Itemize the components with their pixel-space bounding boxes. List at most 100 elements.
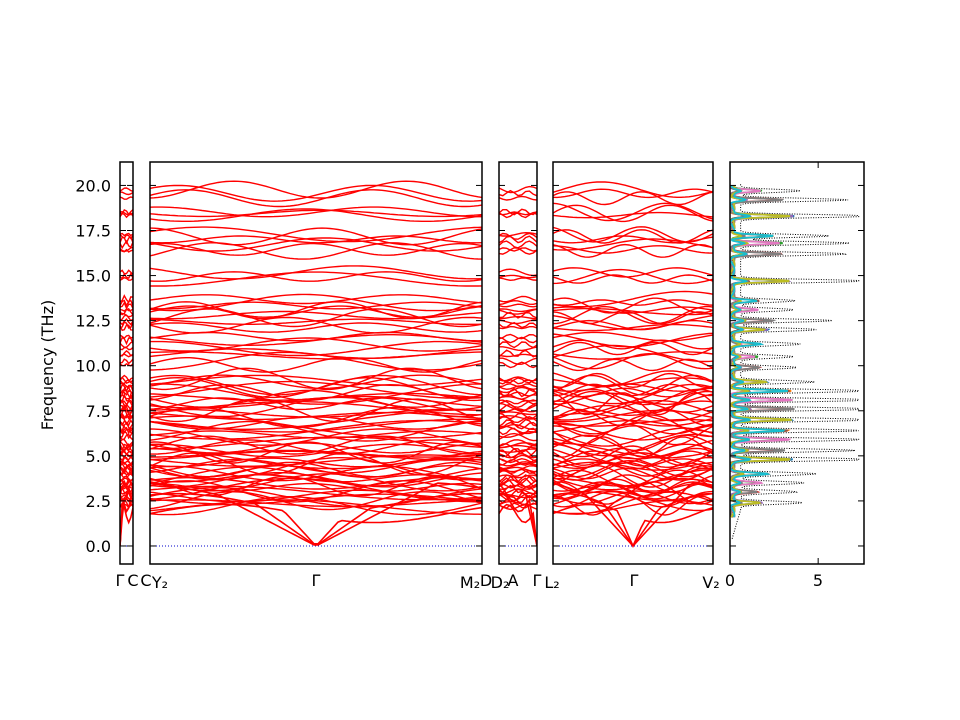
y-axis-label: Frequency (THz)	[38, 300, 57, 430]
band-lines	[553, 181, 713, 548]
label-gamma-1: Γ	[116, 571, 125, 590]
band-line	[499, 500, 537, 506]
label-y2: Y₂	[151, 573, 168, 592]
band-line	[499, 418, 537, 428]
band-line	[150, 356, 482, 373]
band-line	[150, 209, 482, 218]
band-line	[499, 439, 537, 447]
band-line	[150, 392, 482, 402]
band-line	[150, 476, 482, 490]
band-line	[553, 323, 713, 332]
label-c-1: C	[127, 571, 138, 590]
label-l2: L₂	[544, 573, 559, 592]
band-line	[120, 196, 133, 200]
band-line	[553, 392, 713, 406]
band-line	[150, 415, 482, 439]
label-c-2: C	[140, 571, 151, 590]
band-line	[499, 383, 537, 388]
band-line	[499, 295, 537, 303]
band-line	[553, 188, 713, 199]
label-m2: M₂	[460, 573, 480, 592]
band-line	[499, 308, 537, 315]
band-line	[120, 503, 133, 509]
band-line	[499, 315, 537, 320]
band-line	[150, 293, 482, 312]
band-line	[499, 399, 537, 405]
band-line	[150, 294, 482, 305]
y-tick-label: 17.5	[75, 222, 111, 241]
band-line	[499, 299, 537, 306]
band-line	[120, 349, 133, 357]
band-line	[553, 434, 713, 452]
dos-partial-line	[730, 184, 789, 518]
band-line	[499, 319, 537, 325]
band-line	[120, 383, 133, 394]
band-line	[553, 181, 713, 198]
band-line	[120, 318, 133, 326]
band-line	[553, 226, 713, 243]
band-line	[150, 443, 482, 458]
band-line	[553, 290, 713, 308]
band-line	[499, 268, 537, 277]
band-line	[553, 387, 713, 398]
band-line	[499, 341, 537, 349]
panel-frame	[552, 161, 714, 565]
band-line	[499, 447, 537, 458]
band-line	[120, 232, 133, 237]
band-line	[499, 377, 537, 384]
band-line	[553, 307, 713, 316]
band-line	[120, 494, 133, 501]
band-line	[150, 322, 482, 333]
band-line	[120, 294, 133, 304]
band-line	[150, 242, 482, 260]
band-line	[553, 461, 713, 471]
band-line	[120, 420, 133, 431]
band-line	[150, 337, 482, 352]
band-line	[120, 301, 133, 310]
band-line	[120, 449, 133, 456]
band-line	[499, 231, 537, 237]
band-line	[499, 488, 537, 495]
band-line	[120, 358, 133, 365]
band-line	[499, 402, 537, 412]
band-line	[553, 204, 713, 223]
band-line	[499, 240, 537, 249]
band-panel-2	[149, 161, 483, 565]
band-line	[499, 195, 537, 201]
label-gamma-3: Γ	[533, 571, 542, 590]
dos-panel	[729, 161, 865, 565]
band-line	[150, 271, 482, 287]
band-line	[553, 408, 713, 427]
y-tick-label: 2.5	[86, 492, 111, 511]
band-line	[120, 466, 133, 476]
band-line	[553, 437, 713, 460]
band-line	[150, 184, 482, 202]
band-line	[150, 227, 482, 246]
band-line	[553, 191, 713, 206]
band-panel-3	[498, 161, 538, 565]
band-line	[120, 210, 133, 216]
y-tick-label: 7.5	[86, 402, 111, 421]
band-line	[499, 311, 537, 319]
y-tick-labels: 0.0 2.5 5.0 7.5 10.0 12.5 15.0 17.5 20.0	[75, 176, 111, 556]
band-line	[553, 400, 713, 417]
band-line	[553, 490, 713, 512]
band-line	[120, 248, 133, 253]
band-line	[150, 206, 482, 218]
band-line	[150, 237, 482, 252]
band-line	[553, 419, 713, 433]
band-line	[553, 462, 713, 481]
band-line	[553, 268, 713, 285]
band-line	[553, 491, 713, 515]
band-line	[120, 464, 133, 473]
band-line	[120, 321, 133, 329]
band-line	[120, 472, 133, 480]
band-line	[120, 456, 133, 466]
band-line	[499, 303, 537, 308]
band-lines	[150, 180, 482, 547]
band-line	[150, 226, 482, 243]
band-line	[150, 418, 482, 433]
dos-xtick-5: 5	[813, 571, 823, 590]
band-line	[120, 441, 133, 450]
label-a: A	[508, 571, 519, 590]
